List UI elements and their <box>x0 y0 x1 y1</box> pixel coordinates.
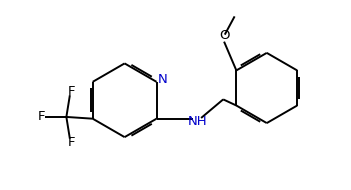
Text: F: F <box>68 85 75 98</box>
Text: F: F <box>37 110 45 124</box>
Text: N: N <box>158 73 168 86</box>
Text: NH: NH <box>188 115 207 128</box>
Text: F: F <box>68 136 75 149</box>
Text: O: O <box>219 29 229 42</box>
